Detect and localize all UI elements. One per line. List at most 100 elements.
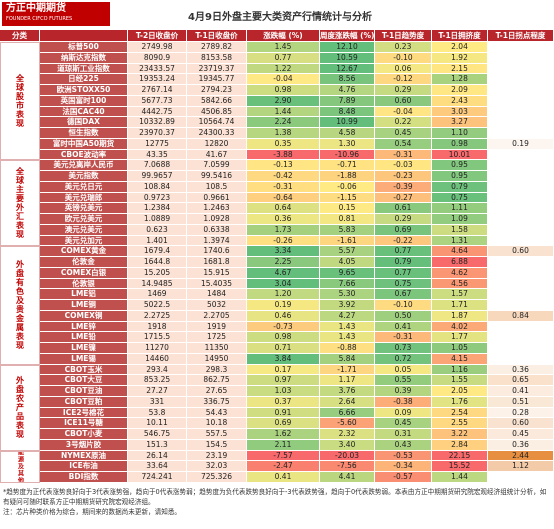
value-cell: 154.5: [187, 439, 247, 451]
value-cell: -7.56: [320, 461, 375, 472]
value-cell: 1.73: [247, 224, 320, 236]
value-cell: 0.31: [375, 429, 432, 440]
value-cell: 1.11: [432, 203, 488, 214]
value-cell: 14460: [128, 353, 187, 365]
value-cell: -5.60: [320, 418, 375, 429]
empty-cell: [488, 106, 554, 118]
value-cell: 0.45: [375, 128, 432, 139]
asset-name: LME铅: [40, 332, 128, 343]
value-cell: 3.76: [320, 386, 375, 397]
value-cell: 23433.57: [128, 63, 187, 75]
value-cell: -0.31: [375, 149, 432, 161]
value-cell: 1.2384: [128, 203, 187, 214]
category: 全球股市表现: [0, 42, 40, 161]
value-cell: 0.91: [247, 407, 320, 419]
value-cell: 2.15: [432, 63, 488, 75]
value-cell: 2.2705: [187, 310, 247, 322]
value-cell: -1.15: [320, 192, 375, 204]
value-cell: 3.92: [320, 300, 375, 311]
asset-name: 恒生指数: [40, 128, 128, 139]
empty-cell: [488, 353, 554, 365]
column-header: T-1日拐点程度: [488, 30, 554, 42]
value-cell: 15.52: [432, 461, 488, 472]
value-cell: -0.38: [375, 396, 432, 408]
value-cell: 0.6338: [187, 224, 247, 236]
empty-cell: [488, 192, 554, 204]
value-cell: 15.915: [187, 267, 247, 279]
value-cell: 3.27: [432, 117, 488, 128]
value-cell: 5.84: [320, 353, 375, 365]
value-cell: 0.51: [488, 396, 554, 408]
value-cell: -0.57: [375, 472, 432, 483]
value-cell: -0.31: [247, 181, 320, 193]
asset-name: LME锌: [40, 321, 128, 333]
value-cell: 0.98: [247, 332, 320, 343]
value-cell: 8.48: [320, 106, 375, 118]
empty-cell: [488, 224, 554, 236]
empty-cell: [488, 214, 554, 225]
value-cell: 1.28: [432, 74, 488, 85]
column-header: T-1日拥挤度: [432, 30, 488, 42]
empty-cell: [488, 171, 554, 182]
value-cell: 2794.23: [187, 85, 247, 96]
asset-name: 法国CAC40: [40, 106, 128, 118]
value-cell: 0.15: [320, 203, 375, 214]
value-cell: 1.12: [488, 461, 554, 472]
value-cell: 1.76: [432, 396, 488, 408]
value-cell: 24300.33: [187, 128, 247, 139]
value-cell: -0.64: [247, 192, 320, 204]
value-cell: 4.05: [320, 257, 375, 268]
value-cell: -1.61: [320, 235, 375, 247]
value-cell: 0.09: [375, 407, 432, 419]
value-cell: -0.10: [375, 300, 432, 311]
value-cell: 5.30: [320, 289, 375, 300]
empty-cell: [488, 160, 554, 171]
asset-name: 美元兑加元: [40, 235, 128, 247]
value-cell: 10332.89: [128, 117, 187, 128]
asset-name: LME锡: [40, 353, 128, 365]
value-cell: 2789.82: [187, 42, 247, 53]
footnote: 注：芯片种类价格为综合，期间来的数据尚未更新，请知悉。: [3, 508, 182, 516]
value-cell: 0.28: [488, 407, 554, 419]
value-cell: 1679.4: [128, 246, 187, 257]
value-cell: 0.81: [320, 214, 375, 225]
value-cell: 2749.98: [128, 42, 187, 53]
value-cell: 0.71: [247, 343, 320, 354]
value-cell: 0.84: [488, 310, 554, 322]
asset-name: ICE11号糖: [40, 418, 128, 429]
value-cell: 0.65: [488, 375, 554, 386]
value-cell: 2.84: [432, 439, 488, 451]
value-cell: 1.0889: [128, 214, 187, 225]
column-header: T-1日趋势度: [375, 30, 432, 42]
value-cell: -0.26: [247, 235, 320, 247]
value-cell: -0.42: [247, 171, 320, 182]
value-cell: 5032: [187, 300, 247, 311]
category: 全球主要外汇表现: [0, 160, 40, 247]
asset-name: LME铜: [40, 300, 128, 311]
value-cell: 2.55: [432, 418, 488, 429]
value-cell: -0.03: [375, 160, 432, 171]
value-cell: -0.22: [375, 235, 432, 247]
value-cell: 12775: [128, 138, 187, 150]
empty-cell: [488, 472, 554, 483]
value-cell: 8153.58: [187, 52, 247, 64]
value-cell: 1.3974: [187, 235, 247, 247]
value-cell: -1.88: [320, 171, 375, 182]
value-cell: 4.27: [320, 310, 375, 322]
value-cell: 1.22: [247, 63, 320, 75]
value-cell: 1725: [187, 332, 247, 343]
value-cell: 724.241: [128, 472, 187, 483]
footer: *趋势度为正代表涨势良好向于3代表涨势强，趋向于0代表涨势弱；趋势度为负代表跌势…: [3, 487, 551, 517]
asset-name: CBOT豆粕: [40, 396, 128, 408]
value-cell: 2.24: [247, 117, 320, 128]
value-cell: 2.2725: [128, 310, 187, 322]
value-cell: -0.23: [375, 171, 432, 182]
value-cell: 5677.73: [128, 95, 187, 107]
value-cell: 5.57: [320, 246, 375, 257]
asset-name: 美元兑离岸人民币: [40, 160, 128, 171]
value-cell: -0.04: [375, 106, 432, 118]
value-cell: 1.03: [247, 386, 320, 397]
value-cell: 99.9657: [128, 171, 187, 182]
value-cell: 0.73: [375, 343, 432, 354]
